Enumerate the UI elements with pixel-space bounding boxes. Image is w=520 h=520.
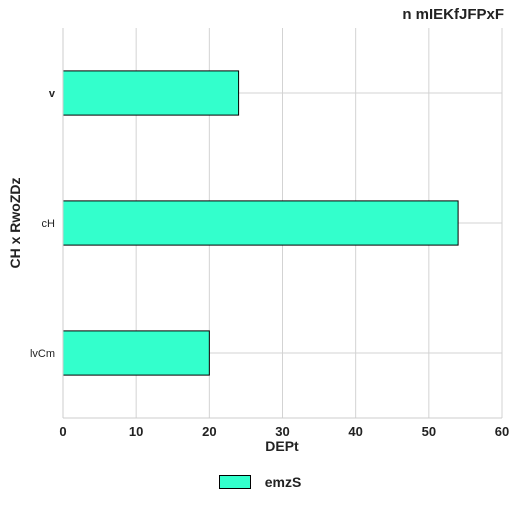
x-tick-label: 50 xyxy=(422,424,436,439)
x-tick-label: 60 xyxy=(495,424,509,439)
axes: 0 10 20 30 40 50 60 v cH lvCm xyxy=(30,28,509,439)
y-tick-label: lvCm xyxy=(30,348,55,360)
y-tick-label: cH xyxy=(42,218,56,230)
x-tick-label: 20 xyxy=(202,424,216,439)
chart-title: n mIEKfJFPxF xyxy=(402,6,504,23)
bar xyxy=(62,200,459,246)
bar xyxy=(62,330,210,376)
y-axis-label: CH x RwoZDz xyxy=(7,178,23,269)
x-axis-label: DEPt xyxy=(265,438,299,454)
x-tick-label: 0 xyxy=(59,424,66,439)
x-tick-label: 30 xyxy=(275,424,289,439)
legend-label: emzS xyxy=(264,474,302,490)
x-tick-label: 10 xyxy=(129,424,143,439)
y-tick-label: v xyxy=(49,88,56,100)
legend-swatch xyxy=(218,475,251,489)
bar xyxy=(62,70,240,116)
bars xyxy=(62,70,459,376)
legend: emzS xyxy=(0,474,520,490)
x-tick-label: 40 xyxy=(348,424,362,439)
